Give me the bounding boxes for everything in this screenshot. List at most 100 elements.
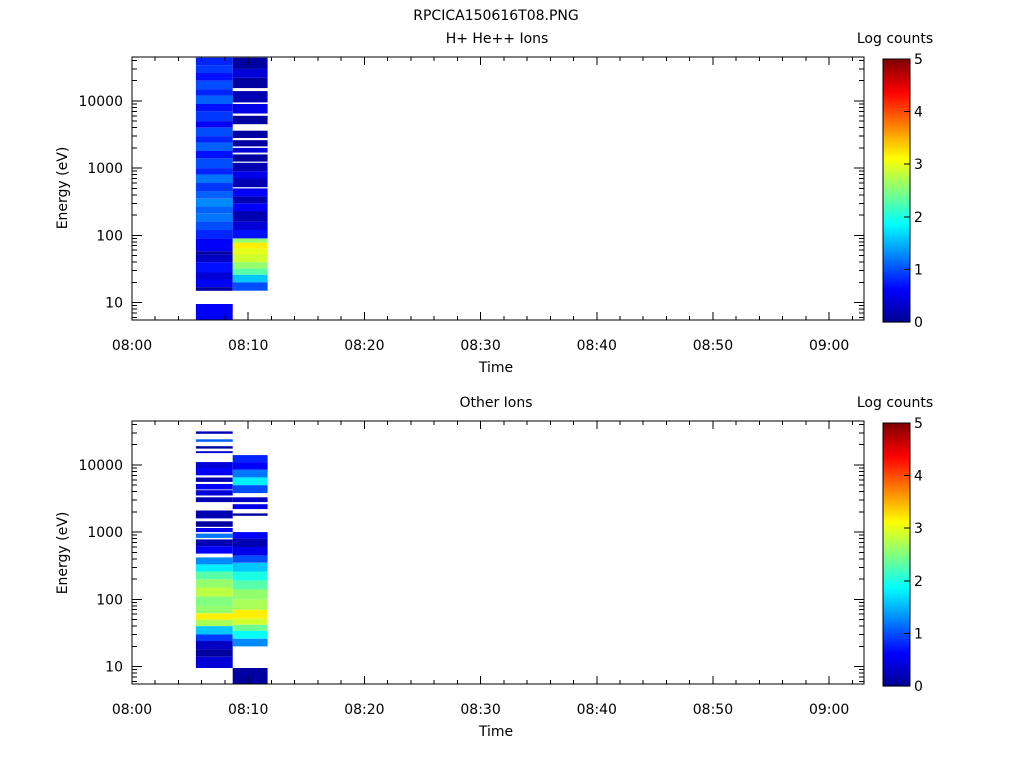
colorbar-swatch [883, 177, 910, 181]
colorbar-swatch [883, 159, 910, 163]
heatmap-cell [232, 562, 268, 572]
colorbar-swatch [883, 214, 910, 218]
colorbar-swatch [883, 633, 910, 637]
colorbar-swatch [883, 273, 910, 277]
heatmap-cell [232, 538, 268, 547]
x-tick-label: 08:40 [577, 338, 617, 354]
colorbar-swatch [883, 208, 910, 211]
colorbar-swatch [883, 482, 910, 485]
colorbar-swatch [883, 284, 910, 288]
heatmap-cell [195, 168, 233, 175]
colorbar-swatch [883, 431, 910, 435]
colorbar-swatch [883, 183, 910, 187]
colorbar-swatch [883, 626, 910, 630]
colorbar-swatch [883, 471, 910, 475]
colorbar-swatch [883, 650, 910, 654]
colorbar-swatch [883, 646, 910, 650]
colorbar-swatch [883, 521, 910, 525]
colorbar-swatch [883, 473, 910, 477]
colorbar-swatch [883, 111, 910, 115]
colorbar-swatch [883, 547, 910, 551]
colorbar-swatch [883, 308, 910, 312]
heatmap-cell [195, 111, 233, 122]
heatmap-cell [232, 513, 268, 516]
heatmap-cell [195, 571, 233, 580]
heatmap-cell [195, 121, 233, 128]
colorbar-swatch [883, 267, 910, 270]
colorbar-swatch [883, 504, 910, 507]
heatmap-cell [232, 262, 268, 269]
heatmap-cell [195, 484, 233, 490]
colorbar-swatch [883, 129, 910, 132]
colorbar-swatch [883, 519, 910, 523]
colorbar-swatch [883, 657, 910, 661]
heatmap-cell [195, 439, 233, 442]
heatmap-cell [232, 638, 268, 647]
colorbar-swatch [883, 192, 910, 196]
heatmap-cell [195, 272, 233, 280]
colorbar-swatch [883, 635, 910, 639]
colorbar-swatch [883, 523, 910, 527]
colorbar-swatch [883, 497, 910, 501]
colorbar-swatch [883, 545, 910, 549]
colorbar-swatch [883, 589, 910, 593]
colorbar-swatch [883, 87, 910, 91]
colorbar-swatch [883, 677, 910, 681]
colorbar-swatch [883, 115, 910, 119]
colorbar-swatch [883, 166, 910, 170]
colorbar-swatch [883, 227, 910, 231]
colorbar-swatch [883, 243, 910, 246]
colorbar-swatch [883, 644, 910, 648]
x-tick-label: 09:00 [809, 702, 849, 718]
colorbar-swatch [883, 648, 910, 652]
colorbar-swatch [883, 74, 910, 78]
colorbar-swatch [883, 306, 910, 310]
colorbar-swatch [883, 565, 910, 569]
colorbar-swatch [883, 78, 910, 82]
heatmap-cell [195, 557, 233, 565]
colorbar: 0 1 2 3 4 5 [882, 416, 923, 695]
colorbar-swatch [883, 216, 910, 220]
y-tick-label: 1000 [87, 161, 123, 177]
colorbar-swatch [883, 300, 910, 303]
colorbar-swatch [883, 508, 910, 512]
colorbar-swatch [883, 629, 910, 632]
colorbar-swatch [883, 528, 910, 531]
heatmap-cell [195, 73, 233, 81]
heatmap-cell [232, 162, 268, 172]
heatmap-cell [232, 462, 268, 470]
colorbar-swatch [883, 490, 910, 494]
y-tick-label: 10000 [78, 458, 123, 474]
colorbar-swatch [883, 580, 910, 584]
colorbar-swatch [883, 572, 910, 575]
colorbar-swatch [883, 107, 910, 111]
colorbar-swatch [883, 135, 910, 139]
y-tick-label: 10000 [78, 94, 123, 110]
colorbar-swatch [883, 681, 910, 685]
heatmap-cell [232, 248, 268, 255]
colorbar-swatch [883, 247, 910, 251]
colorbar-swatch [883, 556, 910, 560]
colorbar-swatch [883, 249, 910, 253]
colorbar-swatch [883, 65, 910, 69]
heatmap-cell [195, 619, 233, 627]
colorbar-swatch [883, 262, 910, 266]
heatmap-cells [195, 57, 268, 320]
colorbar-swatch [883, 98, 910, 102]
colorbar-swatch [883, 59, 910, 62]
heatmap-cell [232, 571, 268, 581]
colorbar-swatch [883, 218, 910, 222]
colorbar-swatch [883, 543, 910, 547]
heatmap-cell [232, 230, 268, 239]
colorbar-swatch [883, 175, 910, 178]
colorbar-swatch [883, 102, 910, 106]
heatmap-cell [195, 451, 233, 454]
colorbar-swatch [883, 484, 910, 488]
colorbar-swatch [883, 258, 910, 262]
colorbar-swatch [883, 440, 910, 444]
colorbar-swatch [883, 269, 910, 273]
heatmap-cell [232, 630, 268, 639]
colorbar-swatch [883, 317, 910, 321]
heatmap-cell [195, 641, 233, 650]
y-tick-label: 1000 [87, 525, 123, 541]
